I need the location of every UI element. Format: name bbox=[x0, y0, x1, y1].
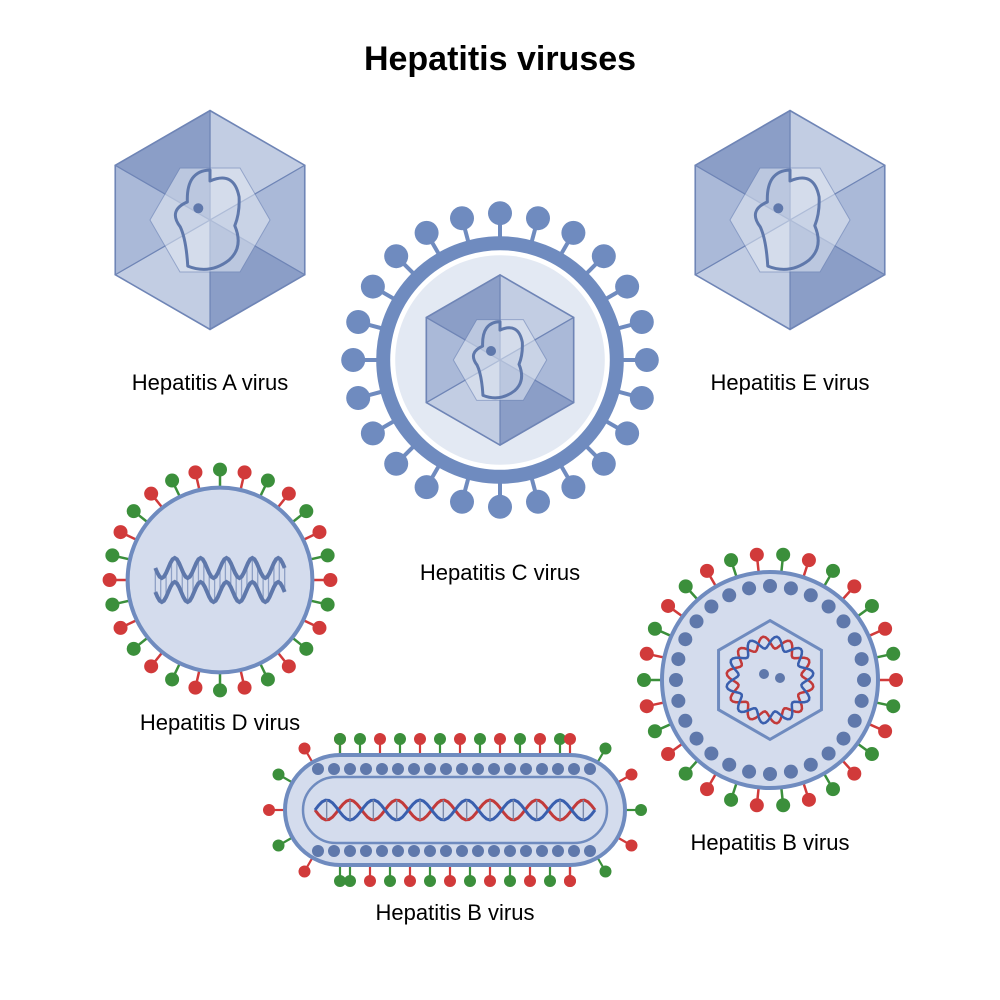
hepatitis-b-rod-virus bbox=[250, 720, 660, 900]
hepatitis-b-rod-label: Hepatitis B virus bbox=[255, 900, 655, 926]
hepatitis-d-virus bbox=[75, 435, 365, 725]
hepatitis-b-round-virus bbox=[615, 525, 925, 835]
diagram-title: Hepatitis viruses bbox=[0, 40, 1000, 79]
